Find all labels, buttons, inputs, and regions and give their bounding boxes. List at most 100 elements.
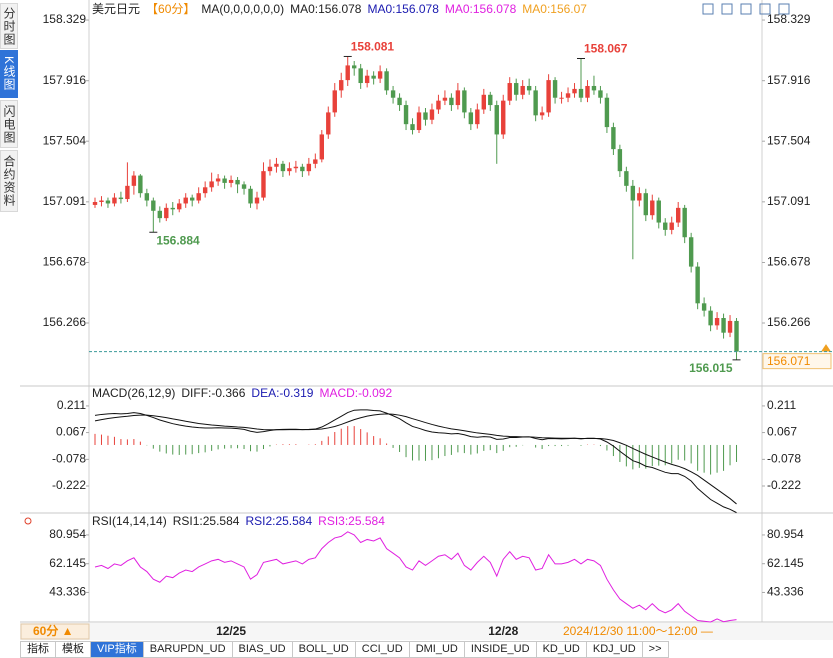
time-bar — [20, 623, 833, 640]
candle-body — [287, 168, 292, 172]
candle-body — [371, 75, 376, 79]
candle-body — [578, 88, 584, 98]
candle-body — [364, 75, 370, 84]
legend-item: RSI1:25.584 — [173, 514, 240, 528]
candle-body — [170, 207, 175, 210]
candle-body — [157, 210, 162, 219]
y-tick-label: 157.916 — [767, 73, 811, 87]
candle-body — [559, 97, 564, 99]
sidebar-tab[interactable]: 分时图 — [0, 3, 18, 49]
period-button[interactable] — [20, 623, 90, 640]
candle-body — [293, 166, 299, 169]
candle-body — [202, 187, 208, 194]
x-tick-label: 12/25 — [216, 624, 246, 638]
candle-body — [118, 197, 124, 200]
candle-body — [280, 163, 286, 172]
ma-params: MA(0,0,0,0,0,0) — [201, 2, 284, 16]
y-tick-label: -0.078 — [767, 452, 801, 466]
candle-body — [248, 188, 253, 204]
candle-body — [436, 100, 441, 110]
line — [94, 409, 737, 514]
candle-body — [196, 193, 201, 201]
candle-body — [514, 83, 519, 95]
extreme-label: 158.067 — [584, 42, 628, 56]
legend-item: DEA:-0.319 — [251, 386, 313, 400]
indicator-tab[interactable]: BOLL_UD — [292, 641, 356, 658]
candle-body — [319, 134, 324, 160]
icon[interactable] — [778, 3, 790, 15]
y-tick-label: 0.067 — [56, 425, 86, 439]
candle-body — [112, 197, 117, 204]
candle-body — [604, 97, 610, 128]
price-label: 156.071 — [767, 354, 811, 368]
candle-body — [624, 171, 629, 186]
indicator-tab[interactable]: INSIDE_UD — [464, 641, 537, 658]
y-tick-label: -0.222 — [52, 478, 86, 492]
line — [94, 531, 737, 623]
candle-body — [656, 200, 661, 223]
toolbar-icons[interactable] — [702, 3, 790, 15]
icon[interactable] — [759, 3, 771, 15]
candle-body — [151, 200, 156, 211]
indicator-tab[interactable]: >> — [642, 641, 669, 658]
sidebar-tab[interactable]: 合约资料 — [0, 150, 18, 212]
candle-body — [546, 80, 551, 113]
candle-body — [416, 112, 422, 131]
y-tick-label: 156.678 — [767, 255, 811, 269]
sidebar-tab[interactable]: K线图 — [0, 50, 18, 98]
icon[interactable] — [740, 3, 752, 15]
y-tick-label: 157.916 — [43, 73, 87, 87]
candle-body — [138, 175, 143, 194]
legend-item: RSI2:25.584 — [245, 514, 312, 528]
candle-body — [339, 80, 344, 91]
candle-body — [637, 193, 642, 201]
indicator-tab[interactable]: 模板 — [56, 641, 91, 658]
candle-body — [565, 93, 571, 98]
ma-value: MA0:156.078 — [367, 2, 439, 16]
indicator-tab[interactable]: BARUPDN_UD — [143, 641, 233, 658]
candle-body — [539, 112, 545, 116]
candle-body — [105, 200, 111, 204]
candle-body — [643, 193, 648, 216]
candle-body — [727, 320, 733, 333]
ma-value: MA0:156.078 — [290, 2, 362, 16]
indicator-tab[interactable]: VIP指标 — [91, 641, 144, 658]
legend-item: MACD:-0.092 — [319, 386, 392, 400]
icon[interactable] — [721, 3, 733, 15]
y-tick-label: 80.954 — [767, 527, 804, 541]
settings-icon[interactable] — [24, 517, 32, 525]
line — [94, 413, 737, 505]
period-label[interactable]: 60分 ▲ — [33, 623, 74, 638]
legend-item: DIFF:-0.366 — [181, 386, 245, 400]
candle-body — [358, 68, 363, 84]
panel-title: RSI(14,14,14) — [92, 514, 167, 528]
candle-body — [520, 85, 525, 95]
candle-body — [423, 112, 428, 120]
candle-body — [92, 201, 98, 205]
panel-title: MACD(26,12,9) — [92, 386, 175, 400]
candle-body — [533, 90, 538, 116]
candle-body — [313, 159, 318, 164]
indicator-tab[interactable]: DMI_UD — [409, 641, 465, 658]
ma-value: MA0:156.07 — [522, 2, 587, 16]
sidebar-tab[interactable]: 闪电图 — [0, 100, 18, 148]
candle-body — [501, 100, 506, 135]
x-tick-label: 12/28 — [488, 624, 518, 638]
candle-body — [695, 266, 700, 304]
extreme-label: 158.081 — [351, 40, 395, 54]
indicator-tab[interactable]: CCI_UD — [355, 641, 410, 658]
indicator-tab[interactable]: 指标 — [20, 641, 56, 658]
indicator-tab[interactable]: KDJ_UD — [586, 641, 643, 658]
candle-body — [345, 65, 350, 81]
candle-body — [494, 105, 499, 135]
indicator-tab[interactable]: BIAS_UD — [232, 641, 293, 658]
y-tick-label: 156.678 — [43, 255, 87, 269]
candle-body — [332, 90, 337, 113]
indicator-tab[interactable]: KD_UD — [536, 641, 587, 658]
candle-body — [455, 90, 461, 106]
candle-body — [552, 80, 558, 98]
candle-body — [235, 179, 240, 185]
icon[interactable] — [702, 3, 714, 15]
candle-body — [177, 203, 182, 210]
